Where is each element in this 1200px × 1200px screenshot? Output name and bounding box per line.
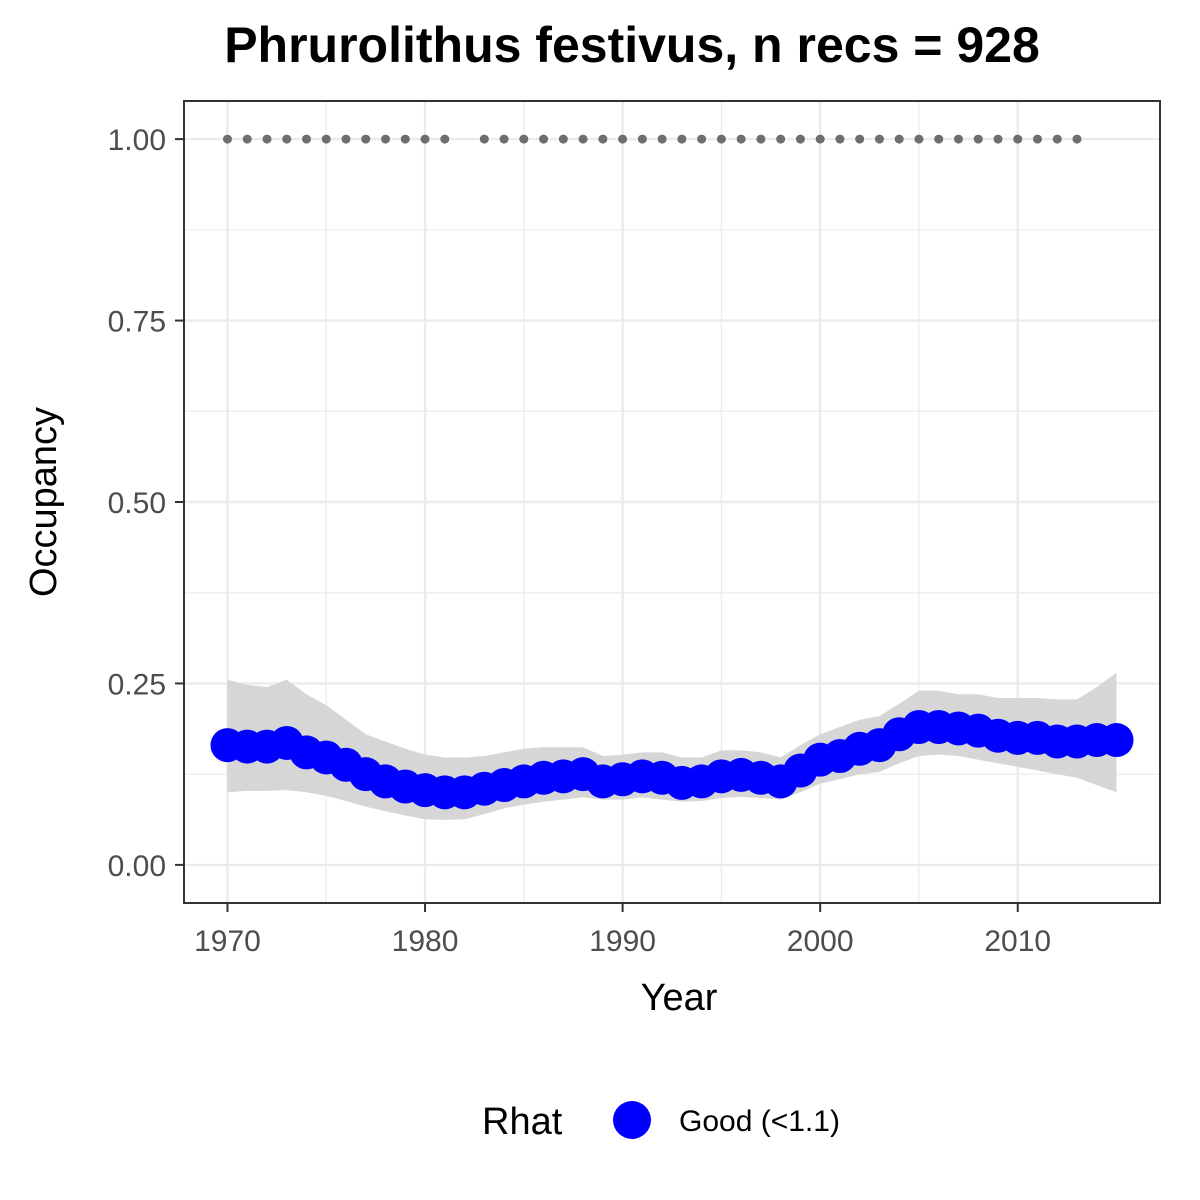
chart-title: Phrurolithus festivus, n recs = 928 bbox=[224, 17, 1040, 73]
y-tick-label: 0.75 bbox=[108, 306, 166, 339]
y-tick-label: 0.25 bbox=[108, 668, 166, 701]
x-axis: 1970 1980 1990 2000 2010 bbox=[194, 903, 1051, 958]
x-axis-title: Year bbox=[641, 977, 718, 1019]
x-tick-label: 2010 bbox=[984, 925, 1051, 958]
record-dot bbox=[736, 134, 746, 144]
record-dot bbox=[973, 134, 983, 144]
record-dot bbox=[1072, 134, 1082, 144]
record-dot bbox=[795, 134, 805, 144]
y-tick-label: 0.00 bbox=[108, 850, 166, 883]
record-dot bbox=[282, 134, 292, 144]
record-years bbox=[222, 134, 1082, 144]
record-dot bbox=[835, 134, 845, 144]
grid-major bbox=[184, 101, 1160, 903]
x-tick-label: 2000 bbox=[787, 925, 854, 958]
record-dot bbox=[894, 134, 904, 144]
record-dot bbox=[440, 134, 450, 144]
record-dot bbox=[993, 134, 1003, 144]
record-dot bbox=[637, 134, 647, 144]
legend-key-good bbox=[613, 1101, 651, 1139]
record-dot bbox=[381, 134, 391, 144]
legend-title: Rhat bbox=[482, 1101, 563, 1143]
record-dot bbox=[1033, 134, 1043, 144]
record-dot bbox=[341, 134, 351, 144]
record-dot bbox=[934, 134, 944, 144]
record-dot bbox=[855, 134, 865, 144]
legend: Rhat Good (<1.1) bbox=[482, 1101, 840, 1143]
record-dot bbox=[321, 134, 331, 144]
record-dot bbox=[657, 134, 667, 144]
record-dot bbox=[697, 134, 707, 144]
y-tick-label: 1.00 bbox=[108, 124, 166, 157]
occupancy-points bbox=[210, 709, 1134, 810]
y-axis-title: Occupancy bbox=[23, 407, 65, 597]
record-dot bbox=[1013, 134, 1023, 144]
record-dot bbox=[815, 134, 825, 144]
record-dot bbox=[677, 134, 687, 144]
record-dot bbox=[479, 134, 489, 144]
record-dot bbox=[519, 134, 529, 144]
record-dot bbox=[242, 134, 252, 144]
record-dot bbox=[716, 134, 726, 144]
record-dot bbox=[1052, 134, 1062, 144]
record-dot bbox=[262, 134, 272, 144]
record-dot bbox=[400, 134, 410, 144]
x-tick-label: 1970 bbox=[194, 925, 261, 958]
record-dot bbox=[361, 134, 371, 144]
x-tick-label: 1990 bbox=[589, 925, 656, 958]
record-dot bbox=[558, 134, 568, 144]
record-dot bbox=[598, 134, 608, 144]
record-dot bbox=[756, 134, 766, 144]
record-dot bbox=[776, 134, 786, 144]
record-dot bbox=[578, 134, 588, 144]
record-dot bbox=[222, 134, 232, 144]
occupancy-point bbox=[1099, 723, 1134, 758]
record-dot bbox=[914, 134, 924, 144]
record-dot bbox=[301, 134, 311, 144]
record-dot bbox=[420, 134, 430, 144]
x-tick-label: 1980 bbox=[392, 925, 459, 958]
record-dot bbox=[618, 134, 628, 144]
y-tick-label: 0.50 bbox=[108, 487, 166, 520]
record-dot bbox=[953, 134, 963, 144]
y-axis: 0.00 0.25 0.50 0.75 1.00 bbox=[108, 124, 184, 883]
record-dot bbox=[499, 134, 509, 144]
legend-label-good: Good (<1.1) bbox=[679, 1105, 840, 1138]
record-dot bbox=[539, 134, 549, 144]
record-dot bbox=[874, 134, 884, 144]
